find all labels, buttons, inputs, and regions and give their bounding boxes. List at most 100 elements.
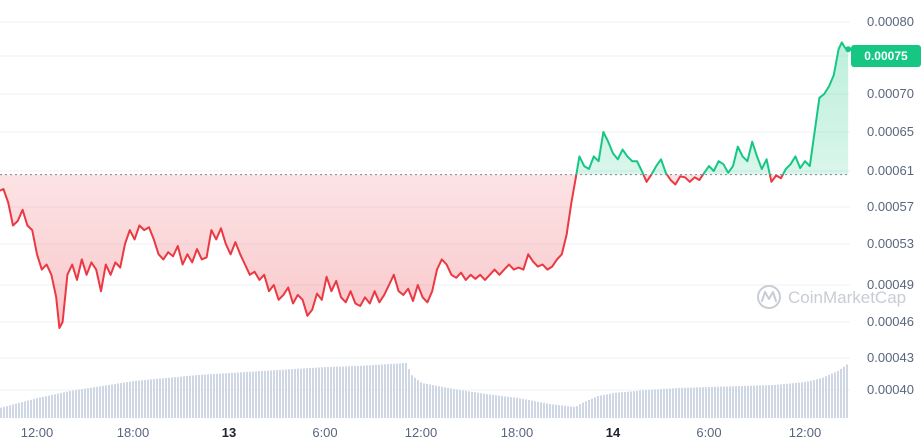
volume-bar	[804, 382, 806, 418]
volume-bar	[384, 364, 386, 418]
volume-bar	[45, 396, 47, 418]
volume-bar	[420, 382, 422, 418]
volume-bar	[147, 379, 149, 418]
volume-bar	[318, 367, 320, 418]
volume-bar	[66, 391, 68, 418]
volume-bar	[657, 389, 659, 418]
volume-bar	[81, 389, 83, 418]
volume-bar	[282, 369, 284, 418]
volume-bar	[510, 397, 512, 418]
volume-bar	[477, 392, 479, 418]
volume-bar	[723, 386, 725, 418]
volume-bar	[327, 366, 329, 418]
y-tick-label: 0.00049	[867, 277, 914, 292]
volume-bar	[351, 366, 353, 418]
volume-bar	[549, 404, 551, 418]
volume-bar	[30, 399, 32, 418]
volume-bar	[618, 392, 620, 418]
volume-bar	[15, 403, 17, 418]
volume-bar	[198, 374, 200, 418]
volume-bar	[360, 365, 362, 418]
volume-bar	[489, 394, 491, 418]
volume-bar	[744, 385, 746, 418]
volume-bar	[372, 365, 374, 418]
volume-bar	[492, 394, 494, 418]
volume-bar	[303, 368, 305, 418]
volume-bar	[714, 386, 716, 418]
area-fill-below	[0, 174, 783, 328]
volume-bar	[687, 387, 689, 418]
volume-bar	[48, 395, 50, 418]
volume-bar	[474, 392, 476, 418]
volume-bar	[726, 386, 728, 418]
volume-bar	[516, 397, 518, 418]
volume-bar	[153, 379, 155, 418]
volume-bar	[252, 371, 254, 418]
volume-bar	[735, 386, 737, 418]
volume-bar	[465, 390, 467, 418]
volume-bar	[330, 366, 332, 418]
volume-bar	[306, 368, 308, 418]
volume-bar	[126, 382, 128, 418]
volume-bar	[762, 385, 764, 418]
volume-bar	[450, 388, 452, 418]
volume-bar	[546, 403, 548, 418]
volume-bar	[231, 372, 233, 418]
volume-bar	[99, 386, 101, 418]
volume-bar	[774, 384, 776, 418]
volume-bar	[165, 378, 167, 418]
volume-bar	[387, 364, 389, 418]
volume-bar	[525, 399, 527, 418]
volume-bar	[570, 406, 572, 418]
volume-bar	[69, 391, 71, 418]
volume-bar	[51, 394, 53, 418]
volume-bar	[87, 388, 89, 418]
volume-bar	[825, 376, 827, 418]
volume-bar	[663, 388, 665, 418]
price-line-down	[0, 174, 785, 329]
volume-bar	[684, 387, 686, 418]
volume-bar	[690, 387, 692, 418]
y-tick-label: 0.00065	[867, 124, 914, 139]
volume-bar	[291, 369, 293, 418]
volume-bar	[456, 389, 458, 418]
volume-bar	[156, 378, 158, 418]
volume-bar	[720, 386, 722, 418]
volume-bar	[483, 393, 485, 418]
volume-bar	[273, 370, 275, 418]
current-price-dot	[845, 46, 852, 53]
volume-bar	[435, 385, 437, 418]
volume-bar	[819, 378, 821, 418]
volume-bar	[504, 396, 506, 418]
watermark: CoinMarketCap	[757, 285, 906, 309]
volume-bar	[189, 375, 191, 418]
volume-bar	[555, 404, 557, 418]
volume-bar	[381, 364, 383, 418]
volume-bar	[576, 406, 578, 418]
volume-bar	[708, 387, 710, 418]
volume-bar	[765, 385, 767, 418]
volume-bar	[207, 374, 209, 418]
x-tick-label: 12:00	[21, 425, 54, 440]
volume-bar	[177, 376, 179, 418]
x-tick-label: 12:00	[789, 425, 822, 440]
price-area-fill	[0, 42, 849, 328]
volume-bar	[534, 401, 536, 418]
volume-bar	[696, 387, 698, 418]
volume-bar	[195, 375, 197, 418]
volume-bar	[582, 402, 584, 418]
volume-bar	[132, 381, 134, 418]
volume-bar	[117, 383, 119, 418]
volume-bar	[798, 382, 800, 418]
volume-bar	[171, 377, 173, 418]
volume-bar	[756, 385, 758, 418]
volume-bar	[654, 389, 656, 418]
y-axis: 0.00080 0.00070 0.00065 0.00061 0.00057 0.000…	[867, 14, 914, 397]
volume-bar	[141, 380, 143, 418]
volume-bar	[447, 387, 449, 418]
volume-bar	[672, 388, 674, 418]
volume-bar	[444, 387, 446, 418]
volume-bar	[6, 406, 8, 418]
x-tick-label: 14	[606, 425, 621, 440]
